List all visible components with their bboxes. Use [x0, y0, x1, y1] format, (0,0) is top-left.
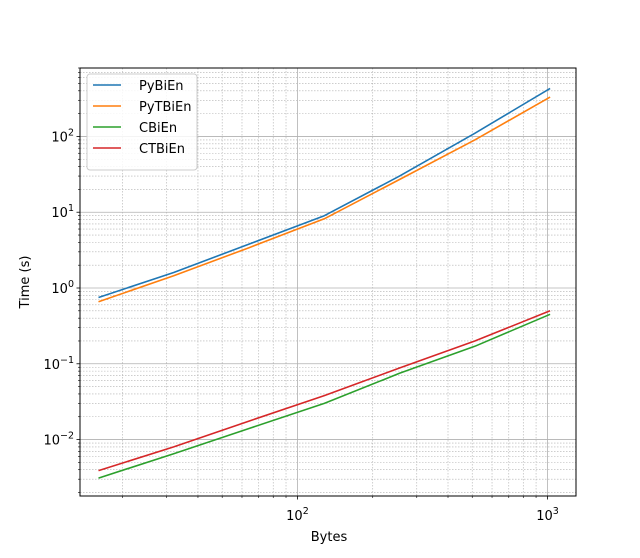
y-tick-label: 101	[51, 203, 74, 221]
series-line-ctbien	[98, 310, 551, 472]
series-line-pybien	[98, 87, 551, 299]
x-tick-label: 102	[286, 506, 309, 524]
y-tick-label: 10−2	[43, 431, 74, 449]
legend-label-pybien: PyBiEn	[139, 79, 184, 94]
legend-label-pytbien: PyTBiEn	[139, 100, 191, 115]
legend-label-ctbien: CTBiEn	[139, 142, 185, 157]
y-tick-label: 102	[51, 127, 74, 145]
series-line-cbien	[98, 313, 551, 479]
legend-box	[86, 73, 198, 171]
legend: PyBiEn PyTBiEn CBiEn CTBiEn	[86, 73, 198, 171]
major-grid	[80, 68, 576, 496]
plot-frame	[79, 67, 577, 497]
series-line-pytbien	[98, 96, 551, 303]
minor-grid	[80, 67, 576, 496]
tick-layer: 102 103 10−2 10−1 100 101 102	[43, 67, 559, 524]
y-tick-label: 100	[51, 279, 74, 297]
legend-label-cbien: CBiEn	[139, 121, 177, 136]
x-axis-label: Bytes	[311, 530, 348, 545]
x-tick-label: 103	[536, 506, 559, 524]
series-layer	[98, 87, 551, 479]
y-axis-label: Time (s)	[18, 256, 33, 310]
y-tick-label: 10−1	[43, 355, 74, 373]
